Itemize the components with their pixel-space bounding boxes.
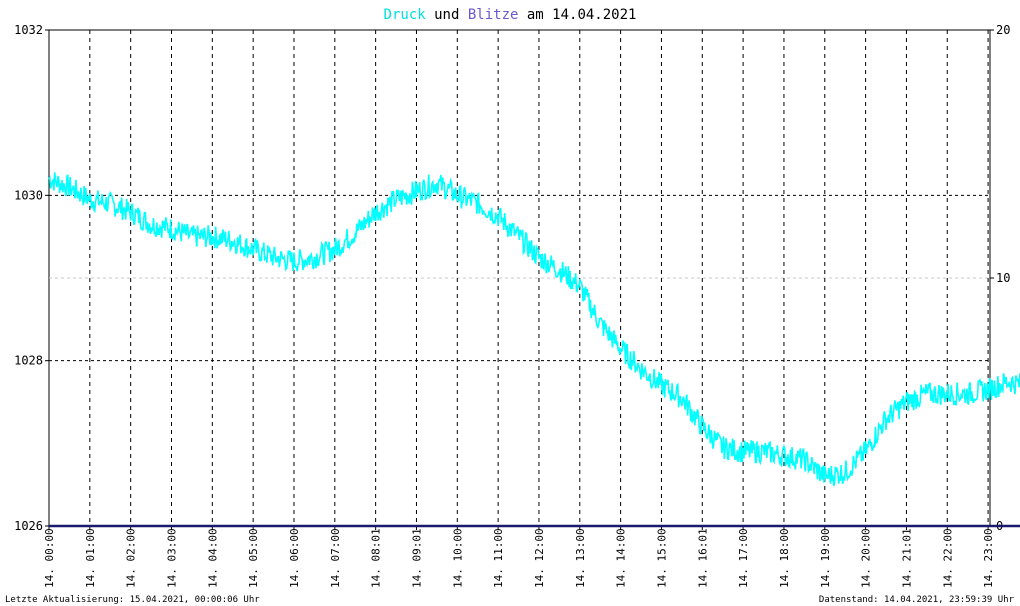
x-tick-label: 14. 07:00: [329, 528, 342, 588]
x-tick-label: 14. 05:00: [247, 528, 260, 588]
title-date: am 14.04.2021: [527, 7, 637, 23]
x-tick-label: 14. 01:00: [84, 528, 97, 588]
title-und: und: [434, 7, 459, 23]
x-tick-label: 14. 03:00: [165, 528, 178, 588]
x-tick-label: 14. 11:00: [492, 528, 505, 588]
data-state-text: Datenstand: 14.04.2021, 23:59:39 Uhr: [819, 595, 1015, 605]
x-tick-label: 14. 20:00: [860, 528, 873, 588]
x-tick-label: 14. 17:00: [737, 528, 750, 588]
x-tick-label: 14. 19:00: [819, 528, 832, 588]
y-left-tick-label: 1026: [14, 519, 43, 533]
x-tick-label: 14. 23:00: [982, 528, 995, 588]
y-right-tick-label: 20: [996, 23, 1010, 37]
last-update-text: Letzte Aktualisierung: 15.04.2021, 00:00…: [5, 595, 260, 605]
y-left-tick-label: 1028: [14, 354, 43, 368]
title-druck: Druck: [384, 7, 427, 23]
x-axis: 14. 00:00 14. 01:00 14. 02:00 14. 03:00 14. …: [43, 526, 995, 588]
y-axis-left: 1026 1028 1030 1032: [14, 23, 49, 533]
x-tick-label: 14. 13:00: [574, 528, 587, 588]
y-right-tick-label: 10: [996, 271, 1010, 285]
x-tick-label: 14. 06:00: [288, 528, 301, 588]
x-tick-label: 14. 12:00: [533, 528, 546, 588]
x-tick-label: 14. 09:01: [410, 528, 423, 588]
series-line-druck: [48, 172, 1020, 487]
x-tick-label: 14. 18:00: [778, 528, 791, 588]
x-tick-label: 14. 02:00: [125, 528, 138, 588]
x-tick-label: 14. 04:00: [206, 528, 219, 588]
x-tick-label: 14. 08:01: [370, 528, 383, 588]
x-tick-label: 14. 16:01: [696, 528, 709, 588]
x-tick-label: 14. 14:00: [615, 528, 628, 588]
series-layer: [48, 172, 1020, 528]
grid-lines: [49, 30, 990, 526]
y-left-tick-label: 1030: [14, 188, 43, 202]
x-tick-label: 14. 21:01: [900, 528, 913, 588]
title-blitze: Blitze: [468, 7, 519, 23]
x-tick-label: 14. 10:00: [451, 528, 464, 588]
x-tick-label: 14. 15:00: [655, 528, 668, 588]
x-tick-label: 14. 00:00: [43, 528, 56, 588]
y-left-tick-label: 1032: [14, 23, 43, 37]
chart-title: Druck und Blitze am 14.04.2021: [384, 7, 637, 23]
x-tick-label: 14. 22:00: [941, 528, 954, 588]
